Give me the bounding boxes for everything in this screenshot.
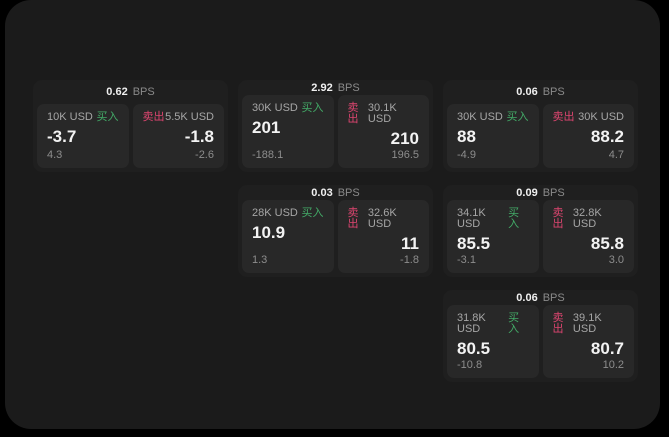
sell-amount: 32.6K USD: [367, 207, 397, 231]
bps-header: 0.03 BPS: [238, 185, 433, 200]
sell-label: 卖出: [142, 111, 165, 123]
buy-sub-value: 4.3: [47, 149, 63, 161]
sell-panel[interactable]: 卖出 32.6K USD 11 -1.8: [337, 200, 429, 273]
bps-header: 0.09 BPS: [443, 185, 638, 200]
sell-panel[interactable]: 卖出 39.1K USD 80.7 10.2: [542, 305, 634, 378]
buy-price: -3.7: [47, 127, 77, 146]
bps-unit: BPS: [337, 81, 360, 94]
sell-price: 80.7: [590, 339, 624, 359]
buy-amount: 30K USD: [457, 111, 503, 123]
buy-panel[interactable]: 34.1K USD 买入 85.5 -3.1: [447, 200, 539, 273]
buy-sub-value: -188.1: [252, 149, 284, 161]
sell-sub-value: 4.7: [608, 149, 624, 161]
bps-header: 0.06 BPS: [443, 80, 638, 104]
buy-amount: 34.1K USD: [457, 207, 486, 231]
bps-value: 0.62: [106, 86, 128, 98]
sell-amount: 32.8K USD: [572, 207, 602, 231]
buy-label: 买入: [301, 102, 324, 115]
buy-sub-value: -3.1: [457, 254, 476, 266]
buy-price: 88: [457, 127, 476, 146]
sell-price: 11: [401, 234, 419, 254]
buy-label: 买入: [506, 111, 529, 123]
buy-price: 80.5: [457, 339, 491, 359]
buy-label: 买入: [508, 207, 520, 231]
bps-header: 0.06 BPS: [443, 290, 638, 305]
bps-unit: BPS: [132, 86, 155, 98]
bps-value: 0.06: [516, 291, 538, 304]
bps-header: 0.62 BPS: [33, 80, 228, 104]
buy-label: 买入: [96, 111, 119, 123]
sell-price: 210: [390, 129, 419, 149]
sell-amount: 30K USD: [578, 111, 624, 123]
sell-label: 卖出: [552, 207, 564, 231]
buy-panel[interactable]: 10K USD 买入 -3.7 4.3: [37, 104, 129, 168]
sell-amount: 39.1K USD: [572, 312, 602, 336]
app-surface: 0.62 BPS 10K USD 买入 -3.7 4.3 卖出 5.5K USD: [5, 0, 660, 429]
sell-panel[interactable]: 卖出 30K USD 88.2 4.7: [542, 104, 634, 168]
bps-value: 0.03: [311, 186, 333, 199]
buy-sub-value: -4.9: [457, 149, 476, 161]
buy-panel[interactable]: 28K USD 买入 10.9 1.3: [242, 200, 334, 273]
buy-panel[interactable]: 30K USD 买入 201 -188.1: [242, 95, 334, 168]
buy-amount: 31.8K USD: [457, 312, 486, 336]
sell-label: 卖出: [347, 207, 359, 231]
sell-price: -1.8: [184, 127, 214, 146]
sell-label: 卖出: [347, 102, 359, 126]
sell-panel[interactable]: 卖出 32.8K USD 85.8 3.0: [542, 200, 634, 273]
buy-price: 85.5: [457, 234, 491, 254]
bps-value: 0.06: [516, 86, 538, 98]
buy-sub-value: -10.8: [457, 359, 483, 371]
sell-label: 卖出: [552, 111, 575, 123]
quote-card: 0.62 BPS 10K USD 买入 -3.7 4.3 卖出 5.5K USD: [33, 80, 228, 172]
quote-card: 2.92 BPS 30K USD 买入 201 -188.1 卖出 30.1K …: [238, 80, 433, 172]
sell-panel[interactable]: 卖出 30.1K USD 210 196.5: [337, 95, 429, 168]
quote-card: 0.06 BPS 31.8K USD 买入 80.5 -10.8 卖出 39.1…: [443, 290, 638, 382]
sell-amount: 30.1K USD: [367, 102, 397, 126]
bps-unit: BPS: [542, 291, 565, 304]
sell-sub-value: 10.2: [602, 359, 624, 371]
buy-sub-value: 1.3: [252, 254, 268, 266]
quote-card: 0.03 BPS 28K USD 买入 10.9 1.3 卖出 32.6K US…: [238, 185, 433, 277]
quote-card-grid: 0.62 BPS 10K USD 买入 -3.7 4.3 卖出 5.5K USD: [33, 80, 638, 382]
buy-price: 201: [252, 118, 281, 138]
sell-amount: 5.5K USD: [165, 111, 214, 123]
buy-amount: 10K USD: [47, 111, 93, 123]
quote-card: 0.09 BPS 34.1K USD 买入 85.5 -3.1 卖出 32.8K…: [443, 185, 638, 277]
buy-amount: 30K USD: [252, 102, 298, 115]
sell-sub-value: 3.0: [608, 254, 624, 266]
sell-sub-value: -1.8: [400, 254, 419, 266]
bps-unit: BPS: [542, 186, 565, 199]
buy-panel[interactable]: 31.8K USD 买入 80.5 -10.8: [447, 305, 539, 378]
buy-price: 10.9: [252, 223, 286, 243]
buy-panel[interactable]: 30K USD 买入 88 -4.9: [447, 104, 539, 168]
sell-label: 卖出: [552, 312, 564, 336]
sell-sub-value: 196.5: [391, 149, 419, 161]
quote-card: 0.06 BPS 30K USD 买入 88 -4.9 卖出 30K USD: [443, 80, 638, 172]
bps-unit: BPS: [337, 186, 360, 199]
bps-value: 0.09: [516, 186, 538, 199]
buy-amount: 28K USD: [252, 207, 298, 220]
sell-panel[interactable]: 卖出 5.5K USD -1.8 -2.6: [132, 104, 224, 168]
bps-value: 2.92: [311, 81, 333, 94]
bps-unit: BPS: [542, 86, 565, 98]
bps-header: 2.92 BPS: [238, 80, 433, 95]
sell-price: 85.8: [590, 234, 624, 254]
buy-label: 买入: [508, 312, 520, 336]
buy-label: 买入: [301, 207, 324, 220]
sell-price: 88.2: [590, 127, 624, 146]
sell-sub-value: -2.6: [195, 149, 214, 161]
